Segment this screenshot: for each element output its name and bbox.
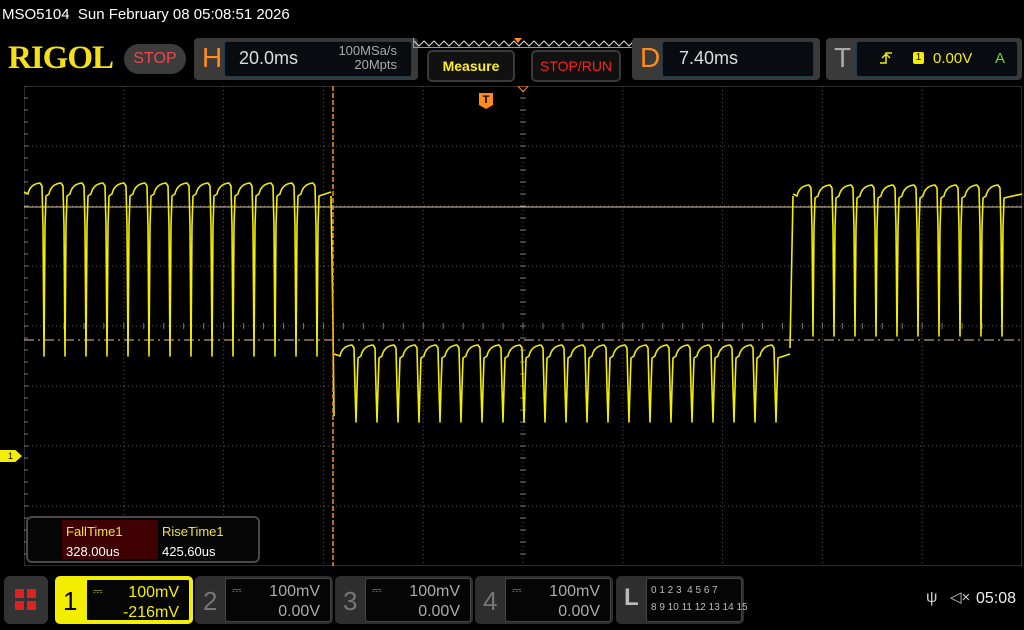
overview-wave [414, 40, 634, 47]
stop-run-button[interactable]: STOP/RUN [531, 50, 621, 82]
channel-scale: 100mV [549, 583, 600, 600]
memory-depth: 20Mpts [354, 57, 397, 72]
channel-2-panel[interactable]: 2 ⎓ 100mV 0.00V [195, 576, 333, 624]
delay-panel[interactable]: D 7.40ms [632, 38, 820, 80]
dc-coupling-icon: ⎓ [232, 583, 242, 597]
logic-channels-0-7: 0 1 2 3 4 5 6 7 [651, 585, 718, 596]
channel-3-panel[interactable]: 3 ⎓ 100mV 0.00V [335, 576, 473, 624]
measure-button[interactable]: Measure [427, 50, 515, 82]
trigger-panel[interactable]: T 1 0.00V A [826, 38, 1022, 80]
horizontal-label: H [202, 42, 223, 73]
dc-coupling-icon: ⎓ [372, 583, 382, 597]
dc-coupling-icon: ⎓ [93, 584, 103, 598]
rising-edge-icon [880, 52, 892, 64]
trigger-label: T [834, 42, 852, 73]
channel-offset: -216mV [122, 604, 179, 621]
run-state-badge[interactable]: STOP [124, 44, 186, 74]
channel-number: 3 [343, 586, 358, 616]
datetime: Sun February 08 05:08:51 2026 [77, 6, 290, 23]
graticule [24, 86, 1022, 566]
horizontal-panel[interactable]: H 20.0ms 100MSa/s 20Mpts [194, 38, 418, 80]
measurement-label: FallTime1 [66, 524, 123, 539]
delay-marker[interactable]: T [479, 93, 493, 109]
menu-grid-icon [15, 589, 36, 610]
measurement-falltime[interactable]: FallTime1 328.00us [62, 520, 158, 559]
channel-number: 4 [483, 586, 498, 616]
timebase-value: 20.0ms [239, 48, 299, 68]
channel-offset: 0.00V [558, 603, 600, 620]
channel-4-panel[interactable]: 4 ⎓ 100mV 0.00V [475, 576, 613, 624]
clock: 05:08 [976, 590, 1017, 607]
channel-scale: 100mV [269, 583, 320, 600]
main-menu-button[interactable] [4, 576, 48, 624]
usb-icon: ψ [926, 589, 938, 606]
logic-label: L [624, 584, 639, 611]
trigger-source: 1 [913, 52, 924, 64]
channel-offset: 0.00V [418, 603, 460, 620]
measurement-panel: FallTime1 328.00us RiseTime1 425.60us [26, 516, 260, 563]
channel-number: 1 [63, 586, 78, 616]
channel-1-panel[interactable]: 1 ⎓ 100mV -216mV [55, 576, 193, 624]
sample-rate: 100MSa/s [338, 43, 397, 58]
channel-scale: 100mV [409, 583, 460, 600]
dc-coupling-icon: ⎓ [512, 583, 522, 597]
ch1-offset-marker[interactable]: 1 [0, 450, 22, 462]
measurement-value: 425.60us [162, 544, 216, 559]
waveform-display[interactable] [24, 86, 1022, 566]
mute-icon[interactable]: ◁× [950, 589, 971, 606]
logic-channels-8-15: 8 9 10 11 12 13 14 15 [651, 602, 748, 613]
overview-trigger-marker [514, 38, 522, 43]
measurement-value: 328.00us [66, 544, 120, 559]
measurement-label: RiseTime1 [162, 524, 224, 539]
trigger-level: 0.00V [933, 50, 973, 67]
channel-scale: 100mV [128, 584, 179, 601]
memory-overview-bar[interactable] [413, 38, 635, 48]
channel-offset: 0.00V [278, 603, 320, 620]
logic-analyzer-panel[interactable]: L 0 1 2 3 4 5 6 7 8 9 10 11 12 13 14 15 [616, 576, 748, 624]
delay-value: 7.40ms [679, 48, 739, 68]
rigol-logo: RIGOL [8, 40, 114, 76]
channel-number: 2 [203, 586, 218, 616]
status-bar: MSO5104 Sun February 08 05:08:51 2026 [2, 6, 290, 23]
delay-label: D [640, 42, 661, 73]
measurement-risetime[interactable]: RiseTime1 425.60us [158, 520, 254, 559]
trigger-mode: A [994, 50, 1005, 67]
trigger-position-marker [517, 86, 529, 93]
model-name: MSO5104 [2, 6, 70, 23]
